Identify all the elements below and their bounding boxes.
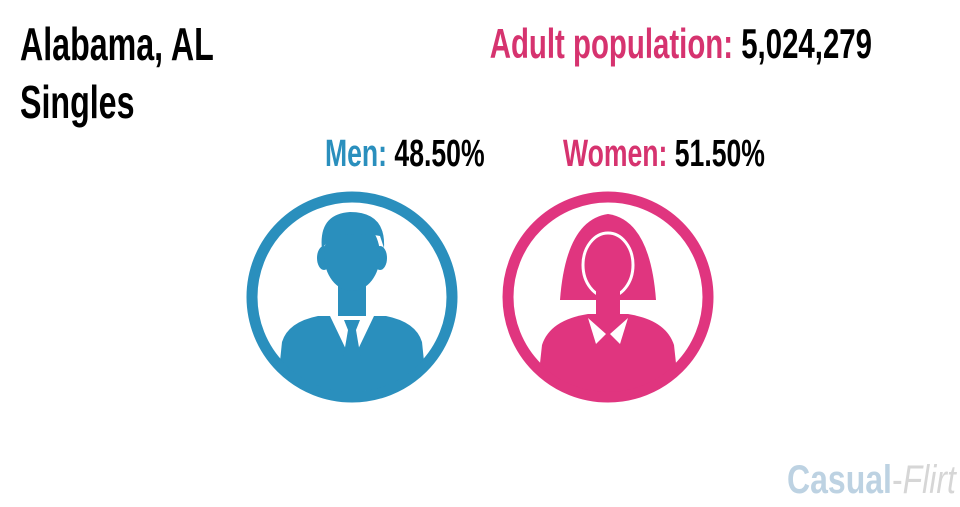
women-label: Women:: [563, 131, 667, 174]
women-share: Women: 51.50%: [563, 131, 765, 174]
women-icon: [502, 191, 714, 403]
title-line: Alabama, AL: [20, 19, 214, 70]
population-label: Adult population:: [490, 20, 733, 68]
women-value: 51.50%: [675, 131, 765, 174]
logo-part: Flirt: [903, 457, 958, 502]
logo: Casual-Flirt: [787, 457, 958, 502]
men-icon: [246, 191, 458, 403]
population-value: 5,024,279: [741, 20, 872, 68]
title-line: Singles: [20, 77, 134, 128]
men-label: Men:: [325, 131, 387, 174]
logo-part: -: [892, 457, 903, 502]
logo-part: Casual: [787, 457, 892, 502]
men-share: Men: 48.50%: [325, 131, 485, 174]
men-value: 48.50%: [394, 131, 484, 174]
population: Adult population: 5,024,279: [490, 20, 872, 68]
